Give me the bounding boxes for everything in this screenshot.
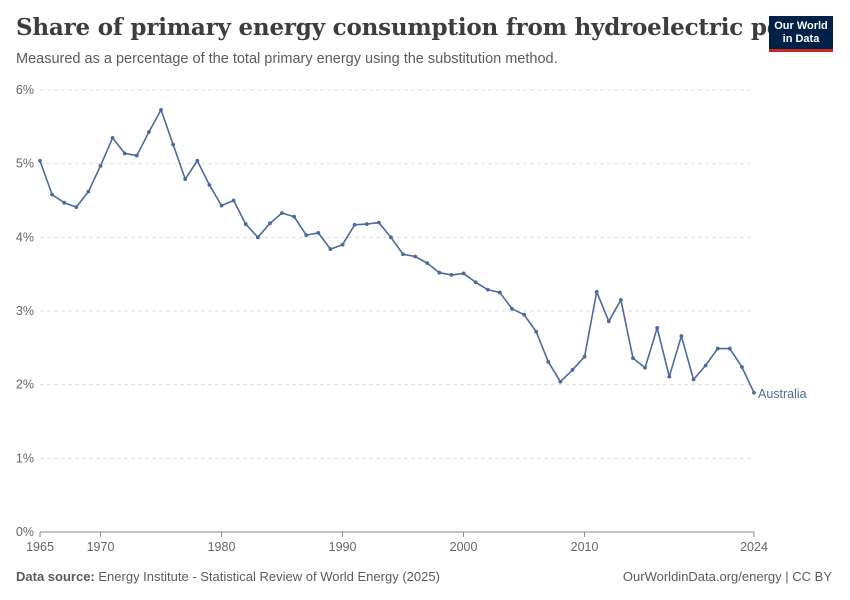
footer-links: OurWorldinData.org/energy | CC BY [623, 569, 832, 584]
x-tick-label: 2000 [450, 540, 478, 554]
data-point [280, 211, 284, 215]
data-point [122, 151, 127, 156]
data-point [195, 158, 200, 163]
x-tick-label: 1980 [208, 540, 236, 554]
data-point [582, 354, 587, 359]
data-point [534, 329, 539, 334]
data-point [679, 334, 684, 338]
data-point [473, 280, 478, 285]
owid-energy-link[interactable]: OurWorldinData.org/energy [622, 569, 782, 584]
data-point [231, 198, 236, 203]
data-point [389, 235, 393, 240]
data-source: Data source: Energy Institute - Statisti… [16, 569, 440, 584]
series-line-australia [39, 109, 755, 394]
x-tick-label: 2024 [740, 540, 768, 554]
data-point [715, 346, 720, 351]
data-point [304, 233, 309, 238]
data-point [437, 270, 442, 275]
chart-title: Share of primary energy consumption from… [16, 14, 828, 41]
owid-logo[interactable]: Our World in Data [769, 16, 833, 52]
data-point [510, 306, 514, 311]
data-point [558, 379, 563, 384]
data-point [497, 290, 502, 295]
data-point [98, 163, 103, 168]
data-point [655, 326, 660, 330]
data-point [328, 247, 333, 252]
series-label: Australia [758, 387, 807, 401]
license-text: | CC BY [781, 569, 832, 584]
data-point [425, 261, 430, 266]
x-tick-label: 1990 [329, 540, 357, 554]
data-point [316, 231, 321, 235]
y-tick-label: 0% [16, 525, 34, 539]
data-point [50, 192, 55, 197]
data-point [268, 221, 272, 226]
data-point [606, 319, 611, 324]
data-point [243, 222, 248, 226]
data-point [485, 287, 490, 292]
data-point [667, 374, 672, 379]
data-point [727, 346, 732, 351]
y-tick-label: 3% [16, 304, 34, 318]
logo-line-1: Our World [774, 20, 828, 32]
y-tick-label: 2% [16, 378, 34, 392]
x-tick-label: 2010 [571, 540, 599, 554]
data-point [691, 377, 696, 382]
data-point [570, 368, 575, 372]
data-point [219, 203, 224, 208]
y-tick-label: 4% [16, 230, 34, 244]
y-tick-label: 6% [16, 83, 34, 97]
data-point [364, 222, 369, 226]
data-source-text: Energy Institute - Statistical Review of… [98, 569, 440, 584]
data-point [594, 289, 599, 294]
data-point [74, 205, 79, 210]
data-point [207, 183, 212, 187]
data-point [86, 189, 91, 194]
x-tick-label: 1965 [26, 540, 54, 554]
data-point [522, 312, 526, 317]
y-tick-label: 5% [16, 157, 34, 171]
data-point [739, 365, 744, 369]
data-point [401, 252, 405, 257]
data-point [134, 153, 139, 158]
data-point [703, 363, 708, 368]
data-point [449, 273, 454, 277]
data-point [643, 365, 647, 370]
data-point [631, 356, 635, 361]
logo-line-2: in Data [782, 33, 820, 45]
y-tick-label: 1% [16, 451, 34, 465]
data-point [546, 359, 551, 364]
data-point [110, 135, 115, 140]
x-tick-label: 1970 [87, 540, 115, 554]
data-point [171, 142, 176, 147]
data-point [255, 235, 260, 240]
data-source-label: Data source: [16, 569, 95, 584]
data-point [62, 200, 67, 205]
data-point [147, 130, 151, 134]
data-point [413, 254, 418, 259]
data-point [376, 220, 381, 225]
data-point [292, 214, 297, 219]
data-point [183, 177, 188, 182]
data-point [618, 298, 623, 302]
data-point [340, 242, 345, 247]
chart-subtitle: Measured as a percentage of the total pr… [16, 51, 558, 67]
data-point [159, 107, 163, 112]
data-point [752, 390, 756, 395]
data-point [461, 271, 466, 276]
data-point [38, 158, 42, 163]
data-point [352, 222, 357, 227]
